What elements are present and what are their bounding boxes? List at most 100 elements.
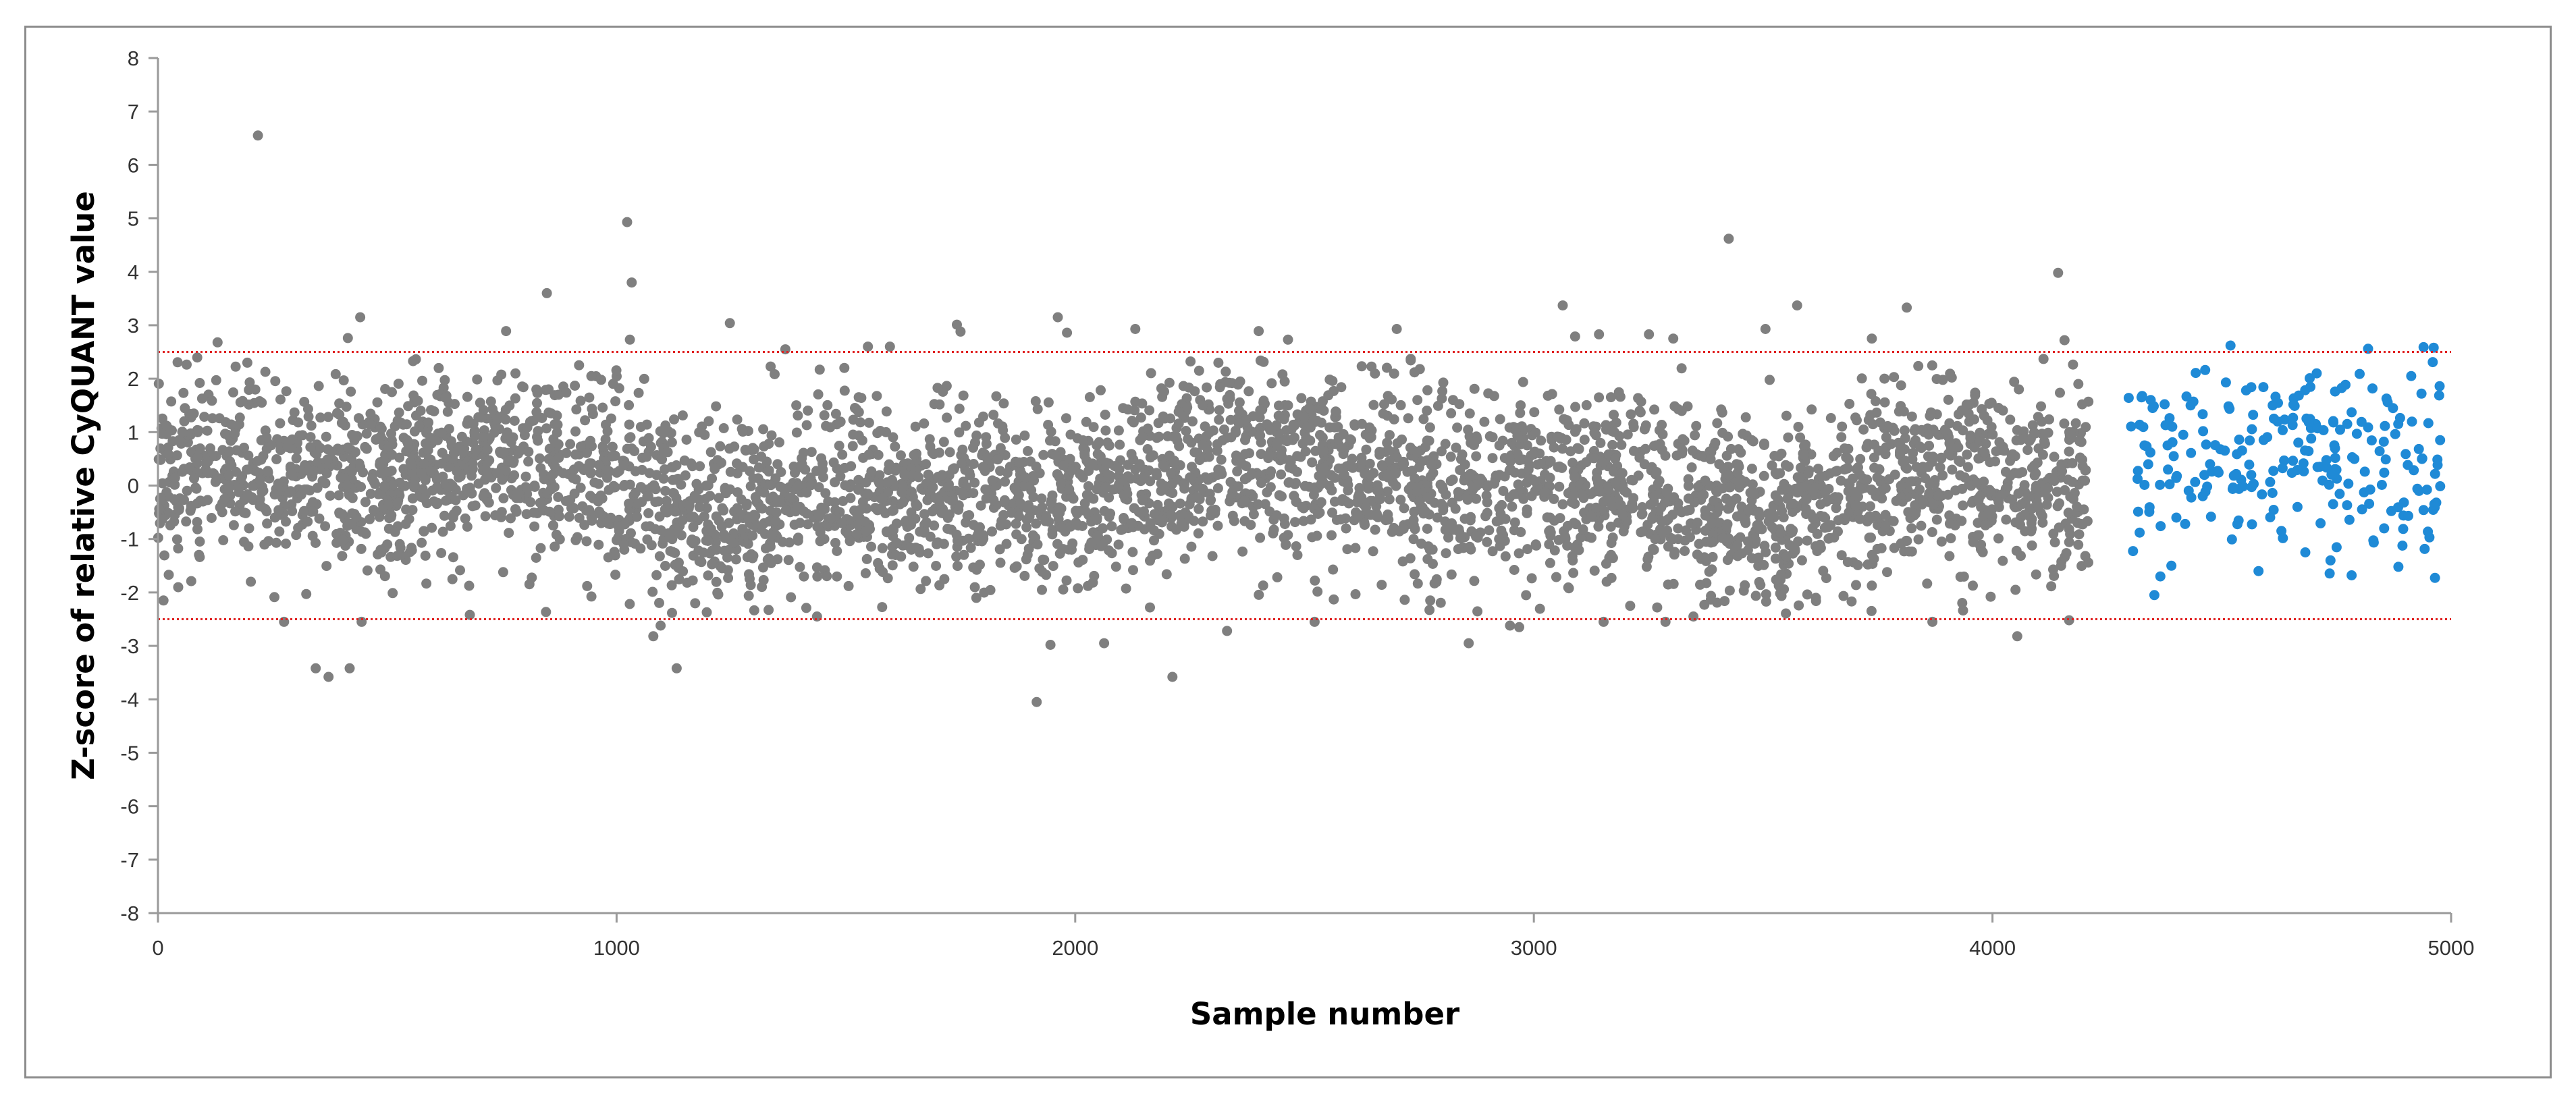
data-point xyxy=(2168,451,2179,462)
data-point xyxy=(1240,488,1251,499)
data-point xyxy=(254,474,265,485)
data-point xyxy=(469,427,480,438)
data-point xyxy=(360,497,371,507)
data-point xyxy=(1437,446,1447,457)
data-point xyxy=(1432,400,1443,411)
data-point xyxy=(1086,538,1097,549)
data-point xyxy=(1283,435,1293,445)
data-point xyxy=(747,530,758,541)
data-point xyxy=(2305,381,2315,392)
data-point xyxy=(473,478,484,489)
data-point xyxy=(2077,399,2087,410)
data-point xyxy=(1129,405,1140,416)
data-point xyxy=(456,431,467,442)
data-point xyxy=(2343,478,2354,489)
data-point xyxy=(1216,454,1227,465)
data-point xyxy=(998,425,1009,435)
data-point xyxy=(1225,389,1235,400)
data-point xyxy=(603,485,614,495)
data-point xyxy=(1447,474,1458,485)
data-point xyxy=(448,447,459,458)
data-point xyxy=(943,510,953,520)
data-point xyxy=(1733,459,1744,470)
data-point xyxy=(1031,518,1042,529)
data-point xyxy=(720,532,730,543)
data-point xyxy=(1607,501,1617,512)
data-point xyxy=(839,362,850,373)
data-point xyxy=(270,376,281,387)
data-point xyxy=(813,510,824,521)
data-point xyxy=(1514,455,1525,466)
data-point xyxy=(1010,484,1021,495)
data-point xyxy=(766,430,777,441)
data-point xyxy=(1487,453,1498,464)
data-point xyxy=(635,543,646,554)
data-point xyxy=(626,537,637,547)
data-point xyxy=(460,513,471,524)
data-point xyxy=(772,459,783,470)
data-point xyxy=(450,495,461,505)
data-point xyxy=(1735,532,1746,543)
data-point xyxy=(927,506,938,517)
data-point xyxy=(602,517,613,528)
data-point xyxy=(464,609,475,620)
data-point xyxy=(1867,580,1877,591)
data-point xyxy=(1830,466,1841,477)
data-point xyxy=(1105,508,1116,519)
data-point xyxy=(510,393,520,404)
data-point xyxy=(601,465,612,475)
data-point xyxy=(421,438,431,449)
data-point xyxy=(554,534,565,545)
data-point xyxy=(701,503,712,514)
data-point xyxy=(582,580,593,591)
data-point xyxy=(2435,435,2446,445)
data-point xyxy=(2311,368,2322,379)
data-point xyxy=(1446,408,1457,418)
data-point xyxy=(1370,368,1380,379)
data-point xyxy=(657,454,668,465)
data-point xyxy=(531,553,541,563)
data-point xyxy=(311,538,321,548)
data-point xyxy=(1505,620,1515,631)
data-point xyxy=(1027,471,1038,481)
data-point xyxy=(669,414,679,424)
data-point xyxy=(955,326,966,337)
data-point xyxy=(1179,483,1190,494)
data-point xyxy=(1707,564,1717,575)
data-point xyxy=(1268,524,1279,535)
data-point xyxy=(771,507,782,518)
data-point xyxy=(552,427,562,438)
data-point xyxy=(243,541,254,552)
data-point xyxy=(711,401,722,412)
data-point xyxy=(594,460,605,470)
data-point xyxy=(1482,507,1493,518)
data-point xyxy=(2418,505,2429,516)
data-point xyxy=(610,550,620,561)
data-point xyxy=(2074,452,2085,463)
data-point xyxy=(660,486,671,496)
data-point xyxy=(206,513,217,523)
data-point xyxy=(1193,503,1204,514)
data-point xyxy=(1161,569,1172,580)
chart-frame: -8 -7 -6 -5 -4 -3 -2 -1 0 1 2 3 4 5 6 7 8 0 1000 2000 3000 40… xyxy=(24,26,2552,1078)
data-point xyxy=(968,459,979,469)
data-point xyxy=(861,553,872,564)
data-point xyxy=(608,379,618,389)
data-point xyxy=(407,505,418,516)
data-point xyxy=(1660,616,1671,627)
data-point xyxy=(684,500,695,511)
data-point xyxy=(1794,483,1805,493)
data-point xyxy=(1955,572,1966,582)
data-point xyxy=(446,436,456,447)
data-point xyxy=(610,450,620,461)
data-point xyxy=(1722,555,1733,566)
data-point xyxy=(522,422,533,433)
data-point xyxy=(753,473,763,484)
data-point xyxy=(1888,516,1899,526)
data-point xyxy=(193,425,204,436)
data-point xyxy=(498,447,509,458)
data-point xyxy=(541,423,552,434)
data-point xyxy=(1425,471,1436,482)
data-point xyxy=(687,534,697,545)
